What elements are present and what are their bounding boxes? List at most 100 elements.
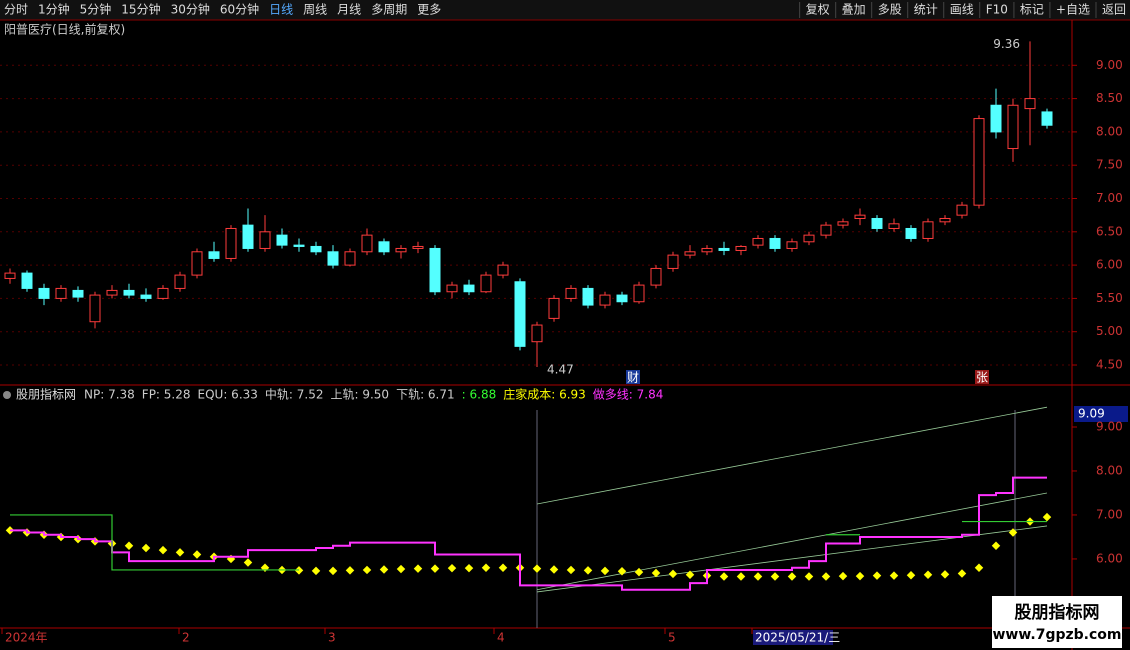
- x-tick-label: 2024年: [5, 631, 48, 645]
- toolbar-item[interactable]: 更多: [417, 3, 441, 17]
- y-tick-label: 6.00: [1096, 551, 1123, 565]
- candle-body: [293, 244, 305, 247]
- candle-body: [871, 217, 883, 229]
- cost-dot: [787, 572, 797, 581]
- candle-body: [752, 237, 764, 246]
- candle-body: [565, 287, 577, 299]
- x-tick-label: 2: [182, 631, 190, 645]
- candle-body: [599, 294, 611, 306]
- candle-body: [735, 245, 747, 251]
- candle-body: [123, 289, 135, 296]
- candle-body: [395, 247, 407, 253]
- candle-body: [497, 264, 509, 276]
- candle-body: [1007, 104, 1019, 150]
- cost-dot: [668, 569, 678, 579]
- cost-dot: [345, 566, 355, 575]
- y-tick-label: 8.50: [1096, 91, 1123, 105]
- candle-body: [820, 224, 832, 236]
- candle-body: [531, 324, 543, 343]
- cost-dot: [991, 541, 1001, 550]
- cost-dot: [1042, 512, 1052, 522]
- candle-body: [769, 237, 781, 249]
- candle-body: [276, 234, 288, 246]
- toolbar-item[interactable]: 日线: [269, 3, 293, 17]
- candle-body: [361, 234, 373, 253]
- toolbar-item[interactable]: 多周期: [371, 3, 407, 17]
- legend-entry: FP: 5.28: [142, 388, 191, 402]
- candle-body: [310, 245, 322, 253]
- toolbar-item[interactable]: 5分钟: [80, 2, 112, 17]
- candle-body: [922, 221, 934, 239]
- y-tick-label: 7.00: [1096, 507, 1123, 521]
- candle-body: [157, 287, 169, 299]
- toolbar-item[interactable]: 标记: [1020, 3, 1044, 17]
- toolbar-item[interactable]: 分时: [4, 3, 28, 17]
- toolbar: [0, 0, 1130, 20]
- cost-dot: [379, 565, 389, 574]
- toolbar-item[interactable]: 叠加: [842, 3, 866, 17]
- cost-dot: [158, 545, 168, 555]
- event-label: 财: [627, 371, 639, 385]
- collapse-icon[interactable]: [3, 391, 11, 399]
- toolbar-item[interactable]: 统计: [914, 3, 938, 17]
- cost-dot: [260, 563, 270, 572]
- legend-entry: 庄家成本: 6.93: [503, 387, 586, 402]
- candle-body: [446, 284, 458, 293]
- candle-body: [973, 118, 985, 206]
- candle-body: [956, 204, 968, 216]
- cost-dot: [685, 570, 695, 580]
- stock-title: 阳普医疗(日线,前复权): [4, 22, 125, 37]
- cost-dot: [362, 565, 372, 575]
- candle-body: [191, 251, 203, 276]
- cost-dot: [821, 572, 831, 581]
- toolbar-item[interactable]: F10: [986, 3, 1008, 17]
- candle-body: [718, 247, 730, 251]
- candle-body: [21, 272, 33, 289]
- toolbar-item[interactable]: 周线: [303, 3, 327, 17]
- toolbar-item[interactable]: 多股: [878, 3, 902, 17]
- legend-entry: 上轨: 9.50: [330, 388, 389, 402]
- cost-dot: [583, 566, 593, 575]
- toolbar-item[interactable]: 1分钟: [38, 2, 70, 17]
- candle-body: [140, 294, 152, 299]
- cost-dot: [634, 567, 644, 577]
- toolbar-item[interactable]: 返回: [1102, 3, 1126, 17]
- toolbar-item[interactable]: 15分钟: [121, 2, 160, 17]
- toolbar-item[interactable]: 画线: [950, 3, 974, 17]
- cost-dot: [328, 566, 338, 576]
- watermark-url: www.7gpzb.com: [992, 627, 1121, 643]
- candle-body: [72, 289, 84, 298]
- candle-body: [990, 104, 1002, 133]
- legend-entry: 做多线: 7.84: [593, 387, 664, 402]
- candle-body: [837, 221, 849, 226]
- toolbar-item[interactable]: 月线: [337, 3, 361, 17]
- candle-body: [854, 214, 866, 219]
- cost-dot: [311, 566, 321, 576]
- toolbar-item[interactable]: 30分钟: [171, 2, 210, 17]
- candle-body: [327, 251, 339, 266]
- watermark-box: [992, 596, 1122, 648]
- cost-dot: [770, 572, 780, 581]
- cost-dot: [736, 572, 746, 581]
- toolbar-item[interactable]: 复权: [806, 3, 830, 17]
- toolbar-item[interactable]: 60分钟: [220, 2, 259, 17]
- toolbar-item[interactable]: +自选: [1056, 3, 1090, 17]
- high-label: 9.36: [993, 37, 1020, 51]
- legend-entry: 下轨: 6.71: [396, 388, 455, 402]
- event-badge: [626, 370, 640, 384]
- cost-dot: [923, 570, 933, 580]
- cost-dot: [430, 564, 440, 573]
- cost-dot: [617, 567, 627, 576]
- candle-body: [4, 272, 16, 279]
- y-tick-label: 8.00: [1096, 463, 1123, 477]
- candle-body: [701, 247, 713, 253]
- y-tick-label: 5.50: [1096, 291, 1123, 305]
- indicator-line: [10, 514, 299, 571]
- cost-dot: [464, 563, 474, 573]
- candle-body: [888, 223, 900, 229]
- indicator-title: 股朋指标网: [16, 387, 76, 402]
- channel-line: [536, 406, 1048, 505]
- cost-dot: [889, 571, 899, 580]
- candle-body: [344, 251, 356, 266]
